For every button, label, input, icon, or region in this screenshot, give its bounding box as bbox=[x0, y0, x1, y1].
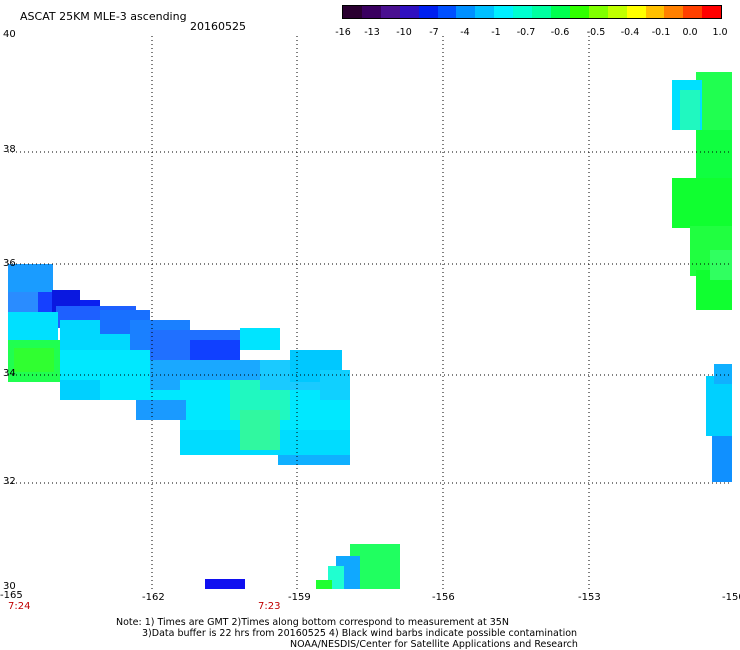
data-cell bbox=[205, 579, 245, 589]
colorbar-swatch bbox=[550, 6, 570, 18]
lat-label-34: 34 bbox=[3, 368, 16, 379]
lon-label-150: -150 bbox=[722, 592, 740, 603]
colorbar-label: -0.7 bbox=[516, 27, 536, 38]
data-cell bbox=[190, 340, 240, 360]
colorbar-swatch bbox=[361, 6, 381, 18]
lat-label-36: 36 bbox=[3, 258, 16, 269]
data-cell bbox=[710, 250, 732, 280]
lat-label-30: 30 bbox=[3, 581, 16, 592]
colorbar-swatch bbox=[532, 6, 551, 18]
lon-label-156: -156 bbox=[432, 592, 455, 603]
lon-label-162: -162 bbox=[142, 592, 165, 603]
colorbar-swatch bbox=[513, 6, 533, 18]
data-cell bbox=[60, 380, 100, 400]
colorbar-swatch bbox=[607, 6, 627, 18]
colorbar-label: -0.1 bbox=[651, 27, 671, 38]
colorbar-label: -7 bbox=[429, 27, 439, 38]
colorbar-swatch bbox=[475, 6, 495, 18]
colorbar-swatch bbox=[664, 6, 684, 18]
chart-title: ASCAT 25KM MLE-3 ascending bbox=[20, 10, 187, 23]
lat-label-32: 32 bbox=[3, 476, 16, 487]
colorbar bbox=[342, 5, 722, 19]
colorbar-swatch bbox=[702, 6, 722, 18]
data-swaths bbox=[8, 72, 732, 589]
data-cell bbox=[8, 312, 58, 342]
colorbar-swatch bbox=[494, 6, 514, 18]
lon-label-153: -153 bbox=[578, 592, 601, 603]
data-cell bbox=[14, 348, 54, 372]
chart-date: 20160525 bbox=[190, 20, 246, 33]
colorbar-swatch bbox=[399, 6, 419, 18]
data-cell bbox=[696, 130, 732, 180]
grid-lines bbox=[8, 36, 732, 590]
data-cell bbox=[240, 328, 280, 350]
note-line-1: Note: 1) Times are GMT 2)Times along bot… bbox=[116, 617, 509, 628]
colorbar-label: 0.0 bbox=[682, 27, 698, 38]
data-cell bbox=[240, 410, 280, 450]
colorbar-swatch bbox=[437, 6, 457, 18]
data-cell bbox=[712, 436, 732, 482]
colorbar-swatch bbox=[456, 6, 476, 18]
data-cell bbox=[714, 364, 732, 384]
colorbar-label: 1.0 bbox=[712, 27, 728, 38]
data-cell bbox=[278, 455, 350, 465]
colorbar-swatch bbox=[683, 6, 703, 18]
colorbar-swatch bbox=[645, 6, 665, 18]
colorbar-label: -0.6 bbox=[550, 27, 570, 38]
lat-label-40: 40 bbox=[3, 29, 16, 40]
colorbar-swatch bbox=[343, 6, 362, 18]
time-label-1: 7:24 bbox=[8, 601, 31, 612]
lon-label-165: -165 bbox=[0, 590, 23, 601]
colorbar-label: -16 bbox=[335, 27, 351, 38]
data-cell bbox=[672, 178, 732, 228]
colorbar-swatch bbox=[626, 6, 646, 18]
data-cell bbox=[316, 580, 332, 589]
colorbar-label: -10 bbox=[396, 27, 412, 38]
colorbar-swatch bbox=[588, 6, 608, 18]
data-cell bbox=[680, 90, 700, 130]
note-line-2: 3)Data buffer is 22 hrs from 20160525 4)… bbox=[142, 628, 578, 639]
colorbar-label: -0.4 bbox=[620, 27, 640, 38]
colorbar-swatch bbox=[418, 6, 438, 18]
colorbar-label: -0.5 bbox=[586, 27, 606, 38]
data-cell bbox=[706, 376, 732, 436]
colorbar-label: -4 bbox=[460, 27, 470, 38]
colorbar-swatch bbox=[569, 6, 589, 18]
lat-label-38: 38 bbox=[3, 144, 16, 155]
data-cell bbox=[136, 400, 186, 420]
data-cell bbox=[8, 292, 38, 312]
colorbar-swatch bbox=[380, 6, 400, 18]
lon-label-159: -159 bbox=[288, 592, 311, 603]
colorbar-label: -1 bbox=[491, 27, 501, 38]
note-line-3: NOAA/NESDIS/Center for Satellite Applica… bbox=[290, 639, 578, 650]
colorbar-label: -13 bbox=[364, 27, 380, 38]
time-label-2: 7:23 bbox=[258, 601, 281, 612]
